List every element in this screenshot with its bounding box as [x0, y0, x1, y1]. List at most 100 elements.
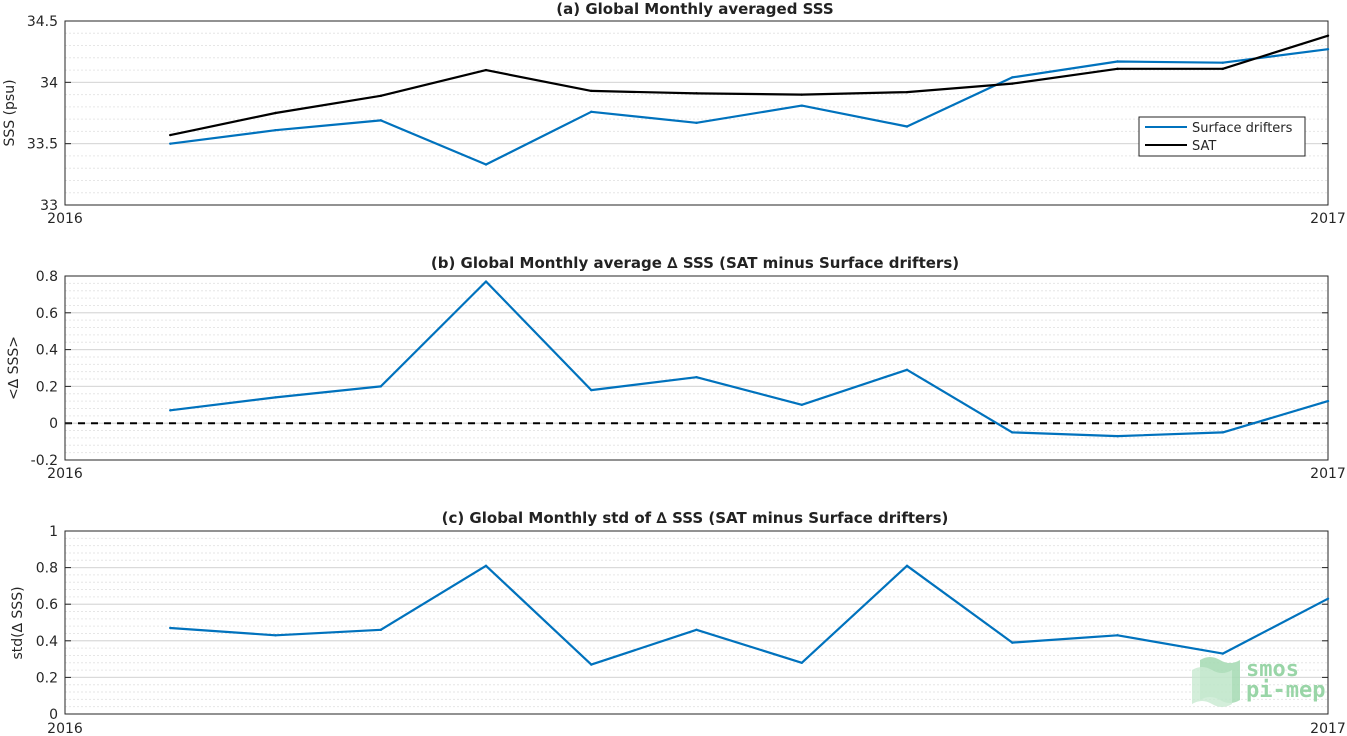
panel-c-ylabel: std(∆ SSS): [10, 586, 26, 659]
panel-b-ylabel: <∆ SSS>: [6, 336, 22, 400]
panel-b-ytick-label: 0.2: [36, 379, 58, 395]
panel-a-data-point: [1221, 61, 1224, 64]
panel-c-data-point: [379, 628, 382, 632]
panel-a-marks: [169, 34, 1330, 166]
panel-c-std-delta-sss: (c) Global Monthly std of ∆ SSS (SAT min…: [10, 509, 1346, 736]
panel-a-xtick-start: 2016: [47, 211, 83, 227]
panel-b-data-point: [1116, 434, 1119, 438]
panel-b-ytick-label: 0: [49, 416, 58, 432]
panel-a-data-point: [379, 119, 382, 122]
panel-a-data-point: [1116, 60, 1119, 63]
panel-c-data-point: [1221, 652, 1224, 655]
panel-c-ytick-label: 0.6: [36, 597, 58, 613]
panel-b-ytick-label: 0.4: [36, 343, 58, 359]
panel-b-data-point: [695, 376, 698, 379]
panel-c-ytick-label: 1: [49, 524, 58, 540]
panel-a-data-point: [800, 93, 803, 96]
panel-b-data-point: [484, 280, 488, 283]
panel-c-data-point: [1326, 597, 1330, 600]
panel-c-data-point: [1011, 641, 1014, 644]
legend: Surface drifters SAT: [1138, 116, 1306, 157]
panel-b-data-point: [1011, 431, 1014, 434]
panel-c-data-point: [695, 628, 698, 632]
panel-a-ytick-label: 34.5: [27, 14, 58, 30]
panel-c-marks: [169, 564, 1330, 666]
panel-a-data-point: [1116, 67, 1119, 71]
panel-a-data-point: [590, 110, 593, 113]
panel-c-axes-box: [64, 530, 1329, 715]
panel-b-data-point: [274, 396, 277, 399]
panel-a-data-point: [1011, 76, 1014, 79]
panel-a-ytick-label: 33.5: [27, 137, 58, 153]
panel-c-data-point: [169, 626, 172, 630]
panel-a-data-point: [169, 133, 172, 137]
panel-c-xtick-end: 2017: [1310, 721, 1346, 736]
panel-a-ylabel: SSS (psu): [2, 79, 18, 146]
panel-c-data-point: [590, 663, 593, 666]
panel-a-data-point: [484, 68, 488, 72]
panel-a-data-point: [1221, 67, 1224, 71]
panel-a-data-point: [1011, 82, 1014, 85]
panel-a-title: (a) Global Monthly averaged SSS: [556, 0, 833, 18]
panel-c-yticks: 0 0.2 0.4 0.6 0.8 1: [36, 524, 1328, 723]
panel-a-data-point: [905, 90, 909, 94]
panel-c-ytick-label: 0: [49, 707, 58, 723]
panel-a-data-point: [1326, 34, 1330, 37]
logo-text-pimep: pi-mep: [1246, 678, 1325, 703]
panel-b-data-point: [379, 385, 382, 388]
panel-b-axes-box: [64, 275, 1329, 461]
panel-a-data-point: [695, 92, 698, 95]
panel-b-xtick-start: 2016: [47, 466, 83, 482]
panel-a-data-point: [905, 125, 909, 128]
panel-b-data-point: [800, 403, 803, 406]
legend-label-sat: SAT: [1192, 139, 1216, 154]
panel-b-data-point: [1221, 431, 1224, 434]
panel-c-ytick-label: 0.2: [36, 670, 58, 686]
panel-b-data-point: [905, 368, 909, 372]
panel-b-series-0-line: [170, 280, 1329, 438]
panel-a-data-point: [484, 163, 488, 166]
legend-label-drifters: Surface drifters: [1192, 121, 1293, 136]
panel-c-series-0-line: [170, 564, 1329, 666]
panel-b-ytick-label: 0.8: [36, 269, 58, 285]
panel-a-ytick-label: 34: [40, 75, 58, 91]
panel-c-grid: [64, 530, 1329, 715]
panel-a-data-point: [274, 111, 277, 115]
legend-box: [1138, 116, 1306, 157]
panel-a-yticks: 33 33.5 34 34.5: [27, 14, 1328, 214]
panel-c-title: (c) Global Monthly std of ∆ SSS (SAT min…: [442, 509, 949, 527]
logo-text-smos: smos: [1246, 657, 1299, 682]
panel-a-data-point: [169, 142, 172, 145]
panel-a-series-surface-drifters-line: [170, 48, 1329, 166]
panel-c-ytick-label: 0.8: [36, 561, 58, 577]
panel-c-data-point: [1116, 634, 1119, 637]
panel-b-marks: [65, 280, 1330, 438]
panel-c-xtick-start: 2016: [47, 721, 83, 736]
panel-c-data-point: [800, 661, 803, 664]
panel-a-data-point: [800, 104, 803, 107]
panel-c-ytick-label: 0.4: [36, 634, 58, 650]
logo-waves-icon: [1192, 657, 1240, 707]
panel-a-data-point: [1326, 48, 1330, 51]
panel-b-xtick-end: 2017: [1310, 466, 1346, 482]
panel-a-grid: [64, 20, 1329, 206]
panel-c-data-point: [484, 564, 488, 567]
smos-pi-mep-logo: smos pi-mep: [1192, 657, 1325, 707]
panel-b-title: (b) Global Monthly average ∆ SSS (SAT mi…: [431, 254, 959, 272]
panel-c-data-point: [905, 564, 909, 567]
panel-b-data-point: [590, 388, 593, 392]
panel-b-data-point: [1326, 399, 1330, 403]
panel-b-ytick-label: -0.2: [31, 453, 58, 469]
panel-a-ytick-label: 33: [40, 198, 58, 214]
panel-a-sss: (a) Global Monthly averaged SSS SSS (psu…: [2, 0, 1346, 227]
panel-a-series-sat-line: [170, 34, 1329, 137]
panel-a-data-point: [695, 121, 698, 125]
panel-a-axes-box: [64, 20, 1329, 206]
panel-a-xtick-end: 2017: [1310, 211, 1346, 227]
panel-b-data-point: [169, 409, 172, 412]
panel-a-data-point: [274, 128, 277, 132]
panel-c-data-point: [274, 634, 277, 637]
panel-b-grid: [64, 275, 1329, 461]
panel-b-yticks: -0.2 0 0.2 0.4 0.6 0.8: [31, 269, 1328, 469]
